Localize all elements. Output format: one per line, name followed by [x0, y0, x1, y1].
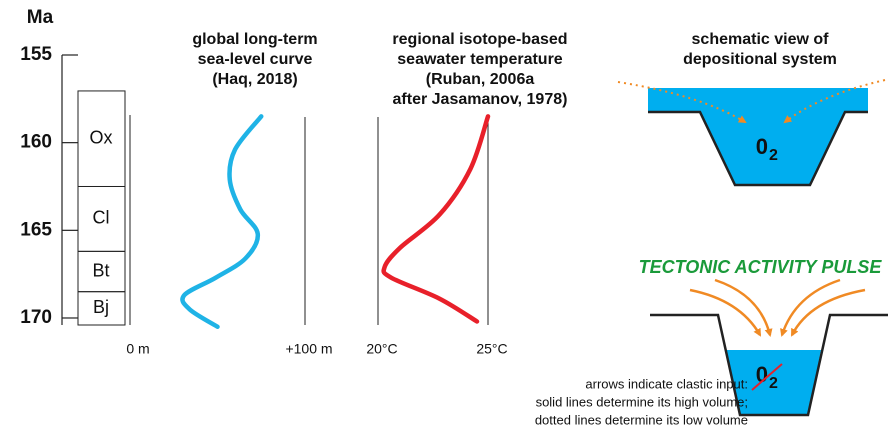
age-axis-label: Ma: [27, 7, 54, 28]
solid-arrow: [792, 290, 865, 335]
pulse-label: TECTONIC ACTIVITY PULSE: [639, 257, 883, 277]
oxygen-subscript: 2: [769, 375, 778, 392]
stage-label: Bt: [92, 260, 109, 280]
axis-tick-label: 25°C: [476, 341, 507, 357]
age-tick-label: 165: [20, 219, 52, 240]
panel-title: seawater temperature: [397, 51, 563, 68]
axis-tick-label: 0 m: [126, 341, 149, 357]
age-tick-label: 160: [20, 132, 52, 153]
curve: [384, 116, 488, 321]
axis-tick-label: 20°C: [366, 341, 397, 357]
panel-title: global long-term: [192, 31, 317, 48]
panel-title: after Jasamanov, 1978): [393, 91, 568, 108]
age-tick-label: 170: [20, 307, 52, 328]
oxygen-subscript: 2: [769, 147, 778, 164]
panel-title: schematic view of: [692, 31, 830, 48]
panel-title: sea-level curve: [198, 51, 313, 68]
panel-title: depositional system: [683, 51, 837, 68]
solid-arrow: [690, 290, 760, 335]
caption-line: arrows indicate clastic input:: [585, 376, 748, 391]
stage-label: Ox: [89, 127, 112, 147]
solid-arrow: [782, 280, 840, 335]
axis-tick-label: +100 m: [285, 341, 332, 357]
curve: [182, 116, 261, 326]
stage-label: Cl: [93, 208, 110, 228]
caption-line: solid lines determine its high volume;: [536, 394, 748, 409]
oxygen-label: 0: [756, 134, 768, 159]
panel-title: (Haq, 2018): [212, 71, 297, 88]
caption-line: dotted lines determine its low volume: [535, 412, 748, 427]
figure: Ma 0 2 TECTONIC ACTIVITY PULSE 0 2 155 16…: [0, 0, 888, 429]
panel-title: (Ruban, 2006a: [426, 71, 535, 88]
stage-label: Bj: [93, 297, 109, 317]
panel-title: regional isotope-based: [392, 31, 567, 48]
age-tick-label: 155: [20, 44, 52, 65]
solid-arrow: [715, 280, 770, 335]
oxygen-label: 0: [756, 362, 768, 387]
